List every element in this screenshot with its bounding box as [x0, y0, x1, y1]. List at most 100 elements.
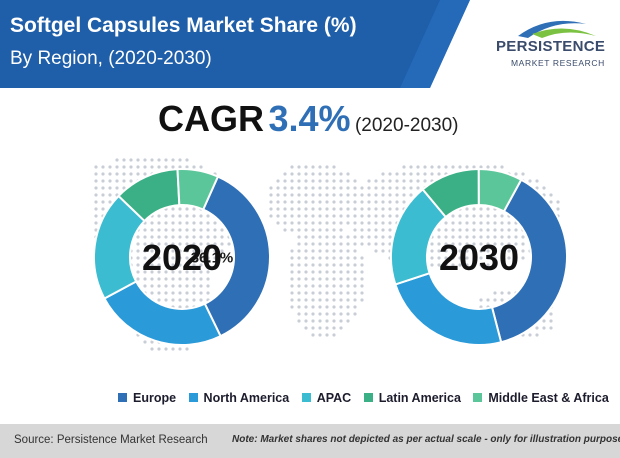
map-dot [332, 179, 336, 183]
map-dot [185, 291, 189, 295]
map-dot [136, 172, 140, 176]
map-dot [451, 165, 455, 169]
map-dot [178, 291, 182, 295]
map-dot [339, 207, 343, 211]
map-dot [444, 256, 448, 260]
map-dot [409, 179, 413, 183]
map-dot [136, 256, 140, 260]
map-dot [164, 165, 168, 169]
map-dot [437, 249, 441, 253]
map-dot [458, 249, 462, 253]
map-dot [325, 333, 329, 337]
map-dot [479, 305, 483, 309]
map-dot [290, 186, 294, 190]
map-dot [318, 326, 322, 330]
map-dot [339, 228, 343, 232]
legend-item-latin-america: Latin America [363, 391, 461, 405]
map-dot [136, 263, 140, 267]
map-dot [493, 256, 497, 260]
map-dot [458, 263, 462, 267]
map-dot [332, 228, 336, 232]
chart-title: Softgel Capsules Market Share (%) [10, 14, 357, 37]
map-dot [108, 165, 112, 169]
map-dot [122, 172, 126, 176]
map-dot [227, 242, 231, 246]
map-dot [479, 207, 483, 211]
map-dot [297, 235, 301, 239]
map-dot [185, 207, 189, 211]
map-dot [437, 172, 441, 176]
map-dot [486, 228, 490, 232]
map-dot [185, 263, 189, 267]
map-dot [458, 235, 462, 239]
map-dot [535, 326, 539, 330]
map-dot [507, 228, 511, 232]
map-dot [143, 158, 147, 162]
map-dot [276, 214, 280, 218]
map-dot [472, 256, 476, 260]
map-dot [290, 263, 294, 267]
map-dot [402, 193, 406, 197]
map-dot [269, 193, 273, 197]
map-dot [318, 305, 322, 309]
map-dot [325, 326, 329, 330]
map-dot [430, 242, 434, 246]
map-dot [360, 186, 364, 190]
map-dot [304, 221, 308, 225]
map-dot [311, 326, 315, 330]
map-dot [367, 207, 371, 211]
map-dot [353, 193, 357, 197]
map-dot [304, 256, 308, 260]
map-dot [360, 235, 364, 239]
map-dot [304, 305, 308, 309]
map-dot [304, 326, 308, 330]
map-dot [297, 200, 301, 204]
map-dot [220, 235, 224, 239]
map-dot [332, 298, 336, 302]
map-dot [304, 165, 308, 169]
map-dot [339, 200, 343, 204]
legend-swatch-latin-america [363, 393, 373, 402]
map-dot [521, 256, 525, 260]
map-dot [486, 207, 490, 211]
map-dot [311, 179, 315, 183]
map-dot [472, 165, 476, 169]
map-dot [199, 235, 203, 239]
legend-label-middle-east-africa: Middle East & Africa [488, 391, 609, 405]
map-dot [325, 221, 329, 225]
map-dot [367, 179, 371, 183]
map-dot [178, 263, 182, 267]
map-dot [185, 242, 189, 246]
map-dot [297, 172, 301, 176]
map-dot [143, 172, 147, 176]
map-dot [325, 263, 329, 267]
map-dot [500, 235, 504, 239]
cagr-value: 3.4% [268, 98, 351, 139]
map-dot [416, 179, 420, 183]
map-dot [150, 291, 154, 295]
map-dot [325, 214, 329, 218]
map-dot [318, 284, 322, 288]
map-dot [136, 277, 140, 281]
map-dot [528, 179, 532, 183]
map-dot [318, 207, 322, 211]
map-dot [297, 179, 301, 183]
map-dot [304, 235, 308, 239]
legend-swatch-apac [301, 393, 311, 402]
map-dot [192, 270, 196, 274]
map-dot [507, 249, 511, 253]
map-dot [199, 221, 203, 225]
map-dot [157, 347, 161, 351]
map-dot [451, 263, 455, 267]
map-dot [94, 172, 98, 176]
map-dot [122, 179, 126, 183]
map-dot [108, 186, 112, 190]
map-dot [164, 270, 168, 274]
map-dot [297, 284, 301, 288]
map-dot [381, 207, 385, 211]
map-dot [171, 284, 175, 288]
map-dot [108, 179, 112, 183]
donut-slice-2020-europe [201, 175, 271, 338]
map-dot [290, 284, 294, 288]
map-dot [444, 263, 448, 267]
